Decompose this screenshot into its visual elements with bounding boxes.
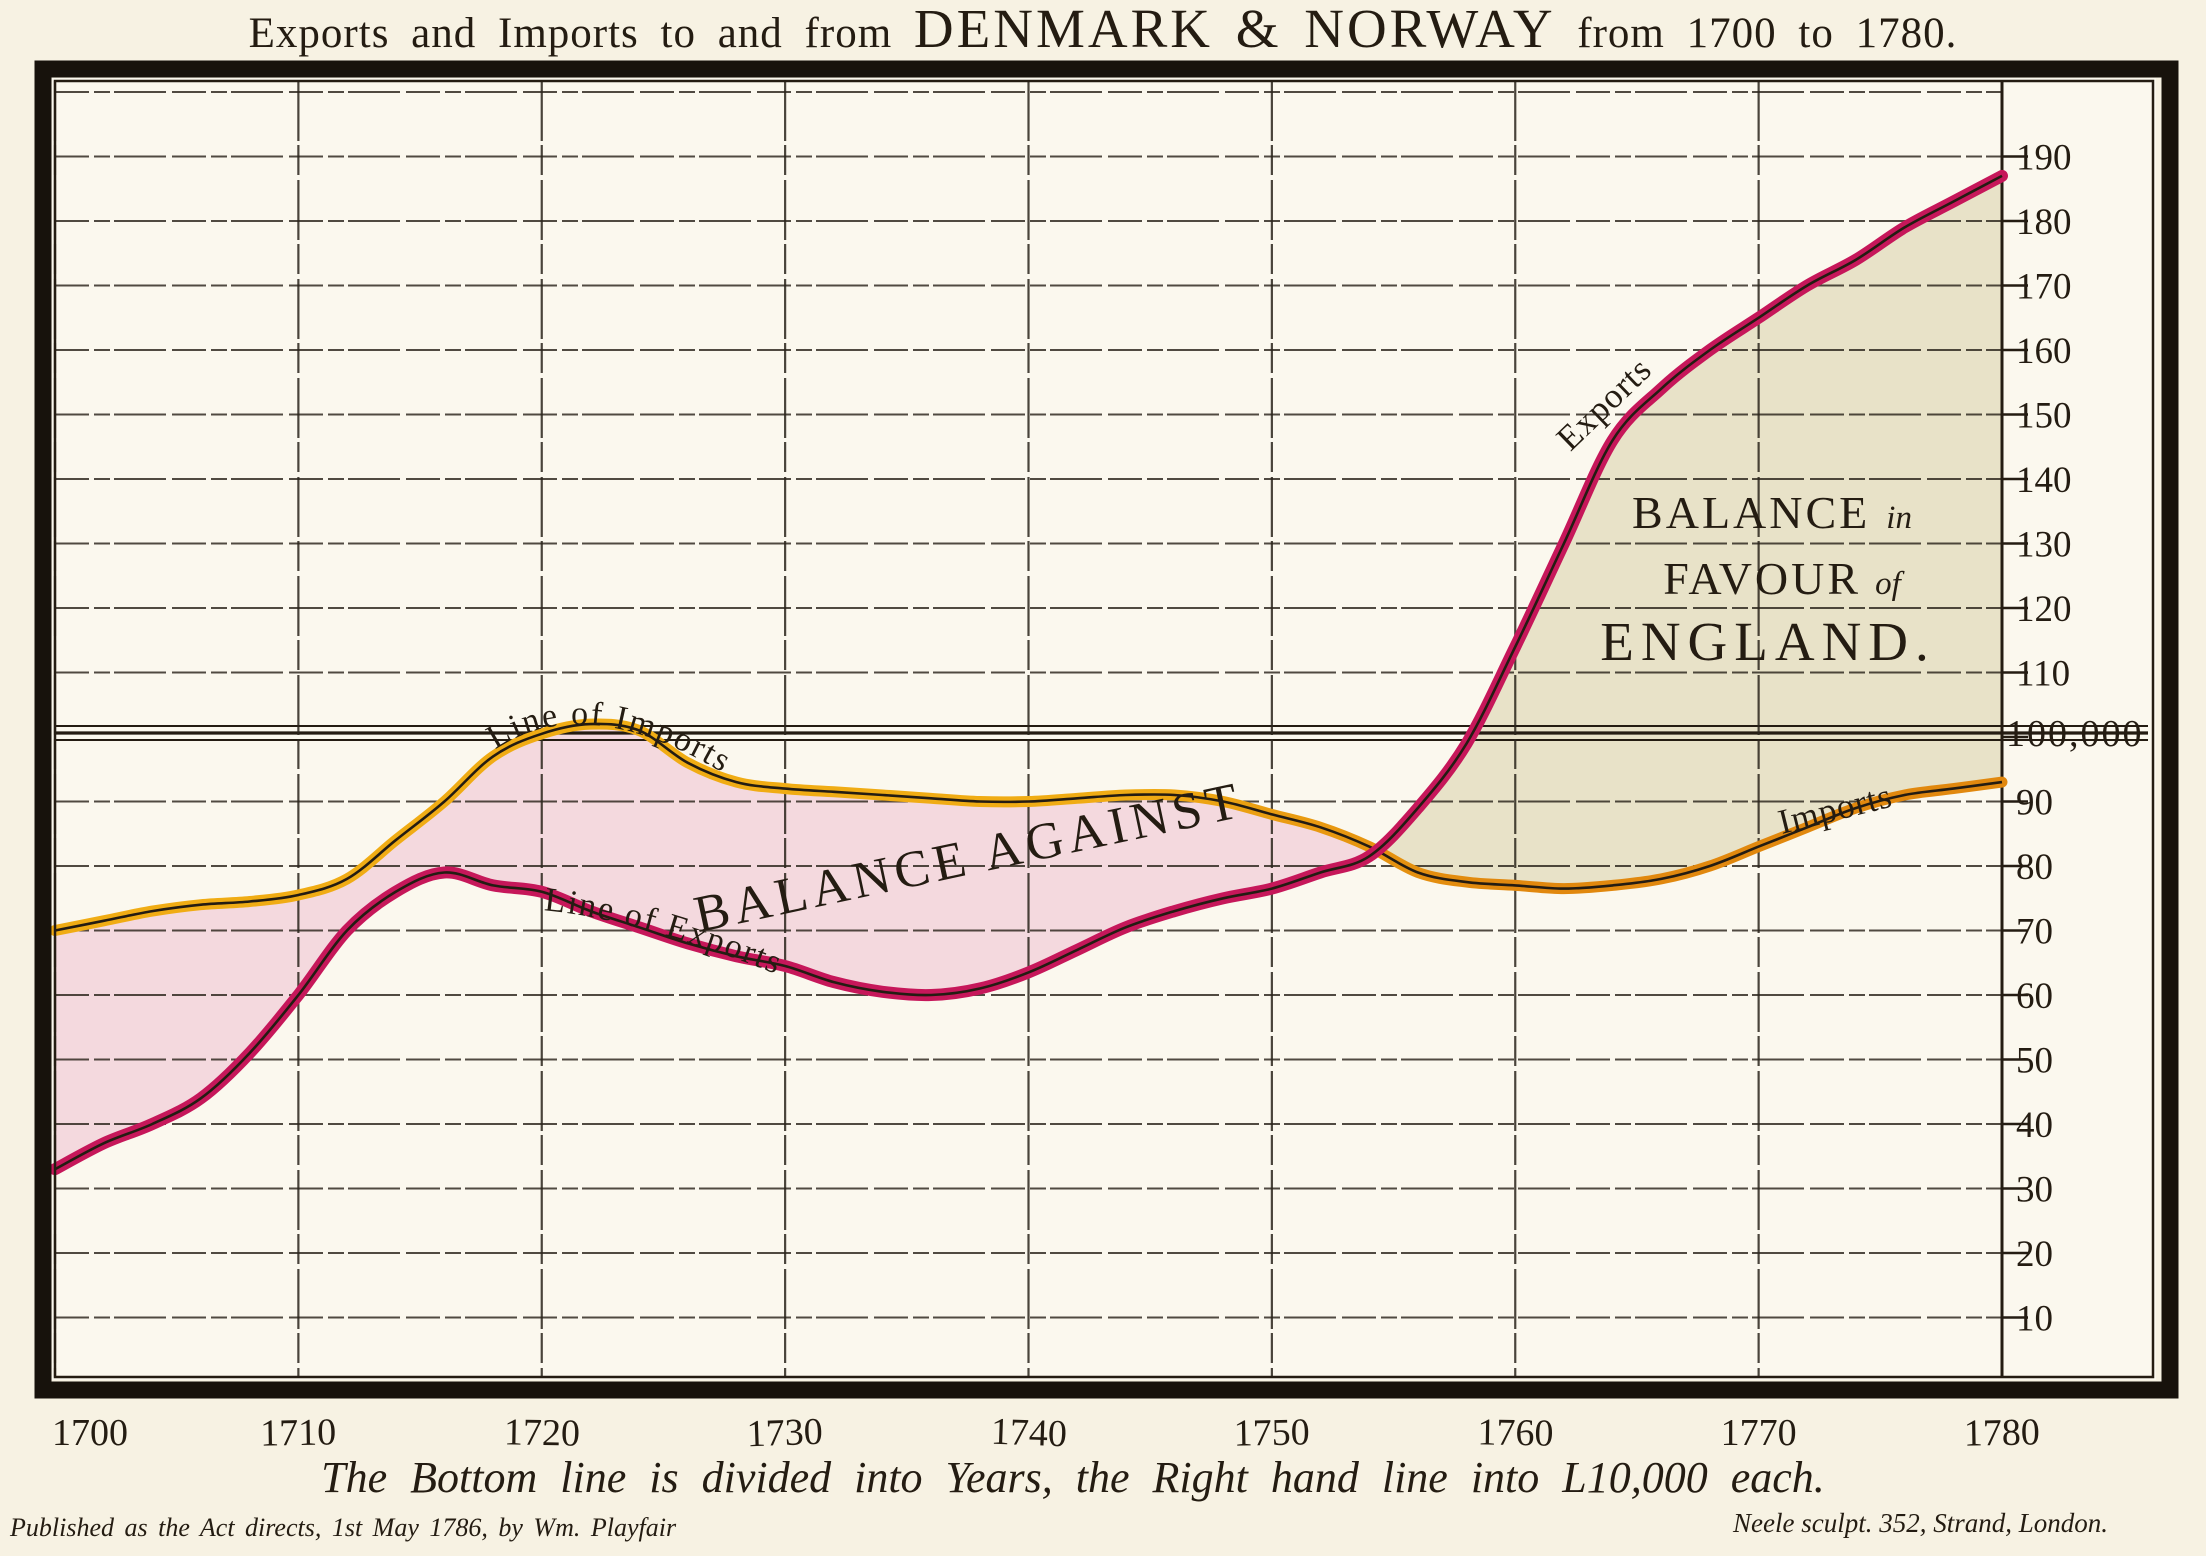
y-axis-tick-label: 110 (2016, 654, 2070, 695)
x-axis-tick-label: 1760 (1477, 1411, 1554, 1454)
y-axis-tick-label: 160 (2016, 331, 2072, 372)
grid-lines (53, 81, 2148, 1377)
favour-word-balance: BALANCE (1632, 487, 1870, 538)
y-axis-tick-label: 150 (2016, 396, 2072, 437)
y-axis-tick-label: 60 (2016, 976, 2053, 1017)
x-axis-tick-label: 1700 (52, 1412, 128, 1454)
favour-word-in: in (1886, 500, 1912, 536)
publisher-line: Published as the Act directs, 1st May 17… (10, 1513, 677, 1542)
outer-frame-border (34, 60, 2179, 1399)
balance-favour-line1: BALANCE in (1632, 487, 1912, 538)
x-axis-tick-label: 1740 (990, 1411, 1067, 1456)
y-axis-tick-label: 70 (2016, 912, 2053, 953)
chart-frame (34, 60, 2179, 1399)
data-curves (49, 169, 2008, 1176)
y-axis-tick-label: 20 (2016, 1234, 2053, 1275)
chart-title: Exports and Imports to and from DENMARK … (0, 0, 2206, 72)
balance-in-favour-region (1375, 175, 2002, 889)
exports-ink-line (54, 174, 2003, 1171)
title-emphasis: DENMARK & NORWAY (913, 0, 1556, 59)
y-axis-tick-label: 80 (2016, 847, 2053, 888)
x-axis-tick-label: 1710 (260, 1411, 337, 1454)
x-axis-tick-label: 1780 (1963, 1411, 2040, 1454)
x-axis-tick-label: 1730 (746, 1411, 823, 1456)
inner-frame-line (53, 79, 2155, 1379)
title-part2: from 1700 to 1780. (1555, 10, 1958, 57)
balance-favour-line3: ENGLAND. (1600, 611, 1936, 672)
y-axis-tick-label: 120 (2016, 589, 2072, 630)
balance-favour-line2: FAVOUR of (1663, 553, 1904, 604)
x-axis-tick-label: 1750 (1233, 1411, 1310, 1454)
y-axis-tick-label: 40 (2016, 1105, 2053, 1146)
imports-ink-line (54, 722, 2003, 932)
y-axis-100000-label: 100,000 (2006, 713, 2144, 755)
x-axis-tick-label: 1720 (504, 1411, 581, 1454)
y-axis-tick-label: 140 (2016, 460, 2072, 501)
y-axis-tick-label: 130 (2016, 525, 2072, 566)
favour-word-of: of (1875, 566, 1905, 602)
axis-tick-labels: 100,000 10 20 30 40 50 60 70 80 90 110 120 130 140 15… (52, 138, 2144, 1456)
y-axis-tick-label: 10 (2016, 1299, 2053, 1340)
favour-word-favour: FAVOUR (1663, 553, 1861, 604)
y-axis-tick-label: 50 (2016, 1041, 2053, 1082)
y-axis-tick-label: 190 (2016, 138, 2072, 179)
y-axis-tick-label: 170 (2016, 267, 2072, 308)
y-axis-tick-label: 90 (2016, 783, 2053, 824)
engraver-line: Neele sculpt. 352, Strand, London. (1733, 1508, 2108, 1538)
y-axis-tick-label: 180 (2016, 202, 2072, 243)
y-axis-tick-label: 30 (2016, 1170, 2053, 1211)
bottom-caption: The Bottom line is divided into Years, t… (321, 1453, 1825, 1502)
x-axis-tick-label: 1770 (1721, 1412, 1797, 1454)
title-part1: Exports and Imports to and from (248, 10, 914, 57)
